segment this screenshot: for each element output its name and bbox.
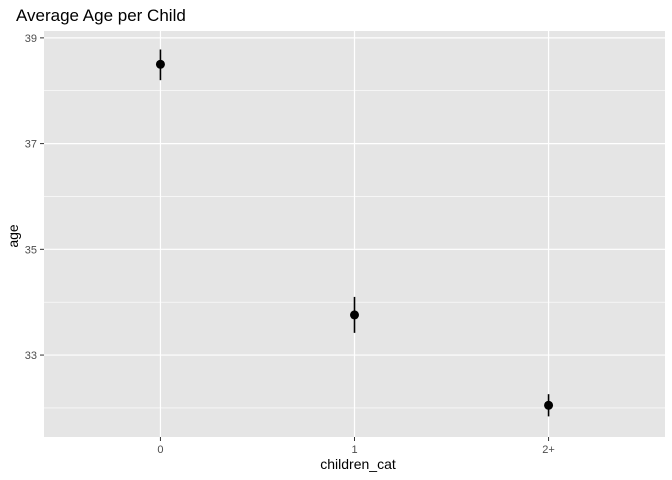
y-tick-label: 35 bbox=[25, 244, 37, 256]
x-tick-label: 1 bbox=[351, 444, 357, 456]
data-marks bbox=[155, 49, 554, 417]
y-tick-label: 39 bbox=[25, 33, 37, 45]
x-axis-title: children_cat bbox=[320, 456, 396, 472]
data-point bbox=[155, 59, 165, 69]
data-point bbox=[544, 400, 554, 410]
chart-title: Average Age per Child bbox=[16, 6, 186, 25]
data-point bbox=[350, 310, 359, 320]
x-tick-label: 0 bbox=[157, 444, 163, 456]
x-axis: 0 1 2+ bbox=[157, 437, 555, 456]
y-axis: 33 35 37 39 bbox=[25, 33, 44, 362]
y-axis-title: age bbox=[5, 224, 21, 248]
x-tick-label: 2+ bbox=[542, 444, 555, 456]
grid-major bbox=[44, 31, 665, 437]
y-tick-label: 33 bbox=[25, 350, 37, 362]
y-tick-label: 37 bbox=[25, 139, 37, 151]
